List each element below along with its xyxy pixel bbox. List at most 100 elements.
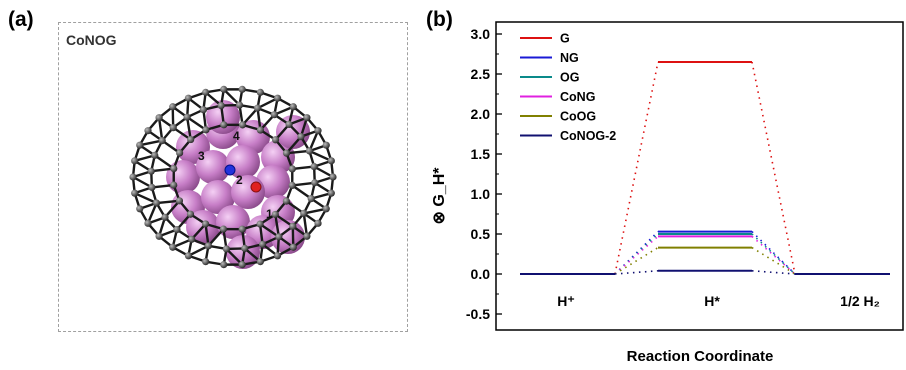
carbon-atom <box>217 101 225 110</box>
carbon-atom <box>186 210 195 218</box>
connector-segment <box>751 231 796 275</box>
stage-label: 1/2 H₂ <box>840 293 880 309</box>
carbon-atom <box>161 213 169 221</box>
carbon-atom <box>256 258 264 266</box>
carbon-atom <box>273 252 282 260</box>
carbon-atom <box>148 183 156 191</box>
carbon-atom <box>289 103 297 111</box>
cobalt-atom <box>196 150 230 184</box>
carbon-atom <box>241 244 249 253</box>
carbon-atom <box>303 114 311 122</box>
carbon-atom <box>131 157 139 165</box>
carbon-atom <box>314 219 322 227</box>
site-label-2: 2 <box>236 173 243 187</box>
y-tick-label: 2.5 <box>471 66 491 82</box>
legend-label: NG <box>560 51 579 65</box>
carbon-atom <box>271 136 280 144</box>
y-tick-label: 2.0 <box>471 106 491 122</box>
carbon-atom <box>184 94 193 102</box>
carbon-atom <box>147 167 155 175</box>
series-conog-2 <box>520 269 890 275</box>
carbon-atom <box>187 135 195 144</box>
carbon-atom <box>256 220 264 228</box>
panel-b-label: (b) <box>426 8 453 31</box>
carbon-atom <box>273 94 282 102</box>
carbon-cage <box>129 85 337 269</box>
oxygen-atom <box>250 181 262 193</box>
carbon-atom <box>253 104 262 112</box>
y-axis-label: ⊗ G_H* <box>431 167 448 225</box>
carbon-atom <box>303 232 311 240</box>
carbon-atom <box>270 111 278 119</box>
carbon-atom <box>184 252 193 260</box>
carbon-atom <box>238 85 246 93</box>
connector-segment <box>614 246 659 275</box>
carbon-atom <box>151 151 159 159</box>
carbon-atom <box>220 261 228 269</box>
dashed-frame <box>58 22 408 332</box>
carbon-atom <box>136 141 144 149</box>
carbon-atom <box>199 106 208 114</box>
carbon-atom <box>129 173 137 181</box>
carbon-atom <box>169 124 177 132</box>
series-cong <box>520 235 890 275</box>
stage-label: H⁺ <box>557 293 575 309</box>
carbon-atom <box>300 209 308 218</box>
connector-segment <box>751 270 796 275</box>
connector-segment <box>614 231 659 275</box>
series-og <box>520 233 890 275</box>
site-label-1: 1 <box>266 207 273 221</box>
legend-label: CoNG <box>560 90 595 104</box>
carbon-atom <box>222 245 231 253</box>
carbon-atom <box>220 121 228 129</box>
carbon-atom <box>256 126 264 134</box>
carbon-atom <box>322 205 330 213</box>
carbon-atom <box>173 226 181 234</box>
cobalt-atom <box>226 235 260 269</box>
legend-label: CoOG <box>560 110 596 124</box>
connector-segment <box>751 233 796 275</box>
structure-caption: CoNOG <box>66 32 117 48</box>
carbon-atom <box>144 219 152 227</box>
carbon-atom <box>202 258 210 266</box>
carbon-atom <box>288 165 296 173</box>
connector-segment <box>614 270 659 275</box>
carbon-atom <box>285 120 293 128</box>
carbon-atom <box>289 222 297 230</box>
carbon-atom <box>219 225 228 233</box>
carbon-atom <box>204 242 213 250</box>
legend-label: OG <box>560 71 579 85</box>
y-tick-label: 0.0 <box>471 266 491 282</box>
carbon-atom <box>271 210 279 219</box>
y-tick-label: -0.5 <box>466 306 490 322</box>
carbon-atom <box>288 181 296 190</box>
carbon-atom <box>307 195 315 203</box>
site-label-4: 4 <box>233 129 240 143</box>
legend: G NG OG CoNG CoOG CoNOG-2 <box>520 32 616 143</box>
carbon-atom <box>169 103 177 111</box>
carbon-atom <box>282 197 290 205</box>
carbon-atom <box>131 189 139 197</box>
site-label-3: 3 <box>198 149 205 163</box>
y-tick-label: 1.5 <box>471 146 491 162</box>
connector-segment <box>751 235 796 275</box>
stage-labels: H⁺ H* 1/2 H₂ <box>557 293 880 309</box>
carbon-atom <box>202 220 210 228</box>
panel-a-label: (a) <box>8 8 34 31</box>
carbon-atom <box>188 235 196 243</box>
carbon-atom <box>238 121 247 129</box>
fullerene-illustration: 1 2 3 4 <box>129 85 337 269</box>
connector-segment <box>614 233 659 275</box>
carbon-atom <box>314 127 322 135</box>
carbon-atom <box>256 88 264 96</box>
carbon-atom <box>311 179 319 187</box>
connector-segment <box>751 246 796 275</box>
carbon-atom <box>310 163 318 171</box>
carbon-atom <box>169 243 177 251</box>
carbon-atom <box>175 197 184 205</box>
carbon-atom <box>170 164 178 173</box>
carbon-atom <box>176 149 184 157</box>
carbon-atom <box>183 113 191 121</box>
connector-segment <box>614 235 659 275</box>
carbon-atom <box>275 233 283 241</box>
